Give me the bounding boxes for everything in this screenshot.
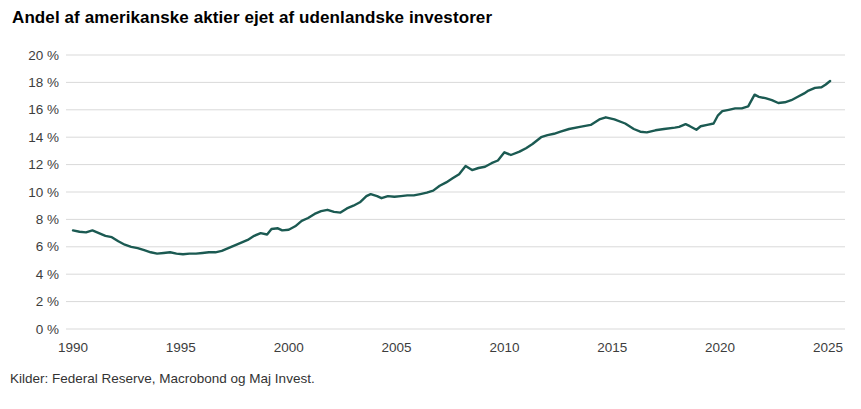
y-tick-label: 18 % [28, 75, 59, 90]
y-tick-label: 20 % [28, 48, 59, 63]
y-tick-label: 2 % [36, 294, 59, 309]
x-tick-label: 1995 [166, 340, 196, 355]
y-tick-label: 8 % [36, 212, 59, 227]
y-tick-label: 12 % [28, 157, 59, 172]
x-tick-label: 2010 [489, 340, 519, 355]
y-tick-label: 14 % [28, 130, 59, 145]
x-tick-label: 2015 [597, 340, 627, 355]
x-tick-label: 2000 [274, 340, 304, 355]
x-tick-label: 2005 [382, 340, 412, 355]
chart-canvas: 20 % 18 % 16 % 14 % 12 % 10 % 8 % 6 % 4 % 2 % 0 % 1… [0, 0, 861, 409]
y-tick-label: 6 % [36, 239, 59, 254]
x-tick-label: 1990 [58, 340, 88, 355]
x-tick-label: 2025 [813, 340, 843, 355]
x-tick-label: 2020 [705, 340, 735, 355]
source-note: Kilder: Federal Reserve, Macrobond og Ma… [10, 371, 315, 386]
y-tick-label: 16 % [28, 102, 59, 117]
y-tick-label: 10 % [28, 185, 59, 200]
data-line-foreign-ownership-share [73, 81, 830, 254]
y-tick-label: 0 % [36, 322, 59, 337]
y-tick-label: 4 % [36, 267, 59, 282]
